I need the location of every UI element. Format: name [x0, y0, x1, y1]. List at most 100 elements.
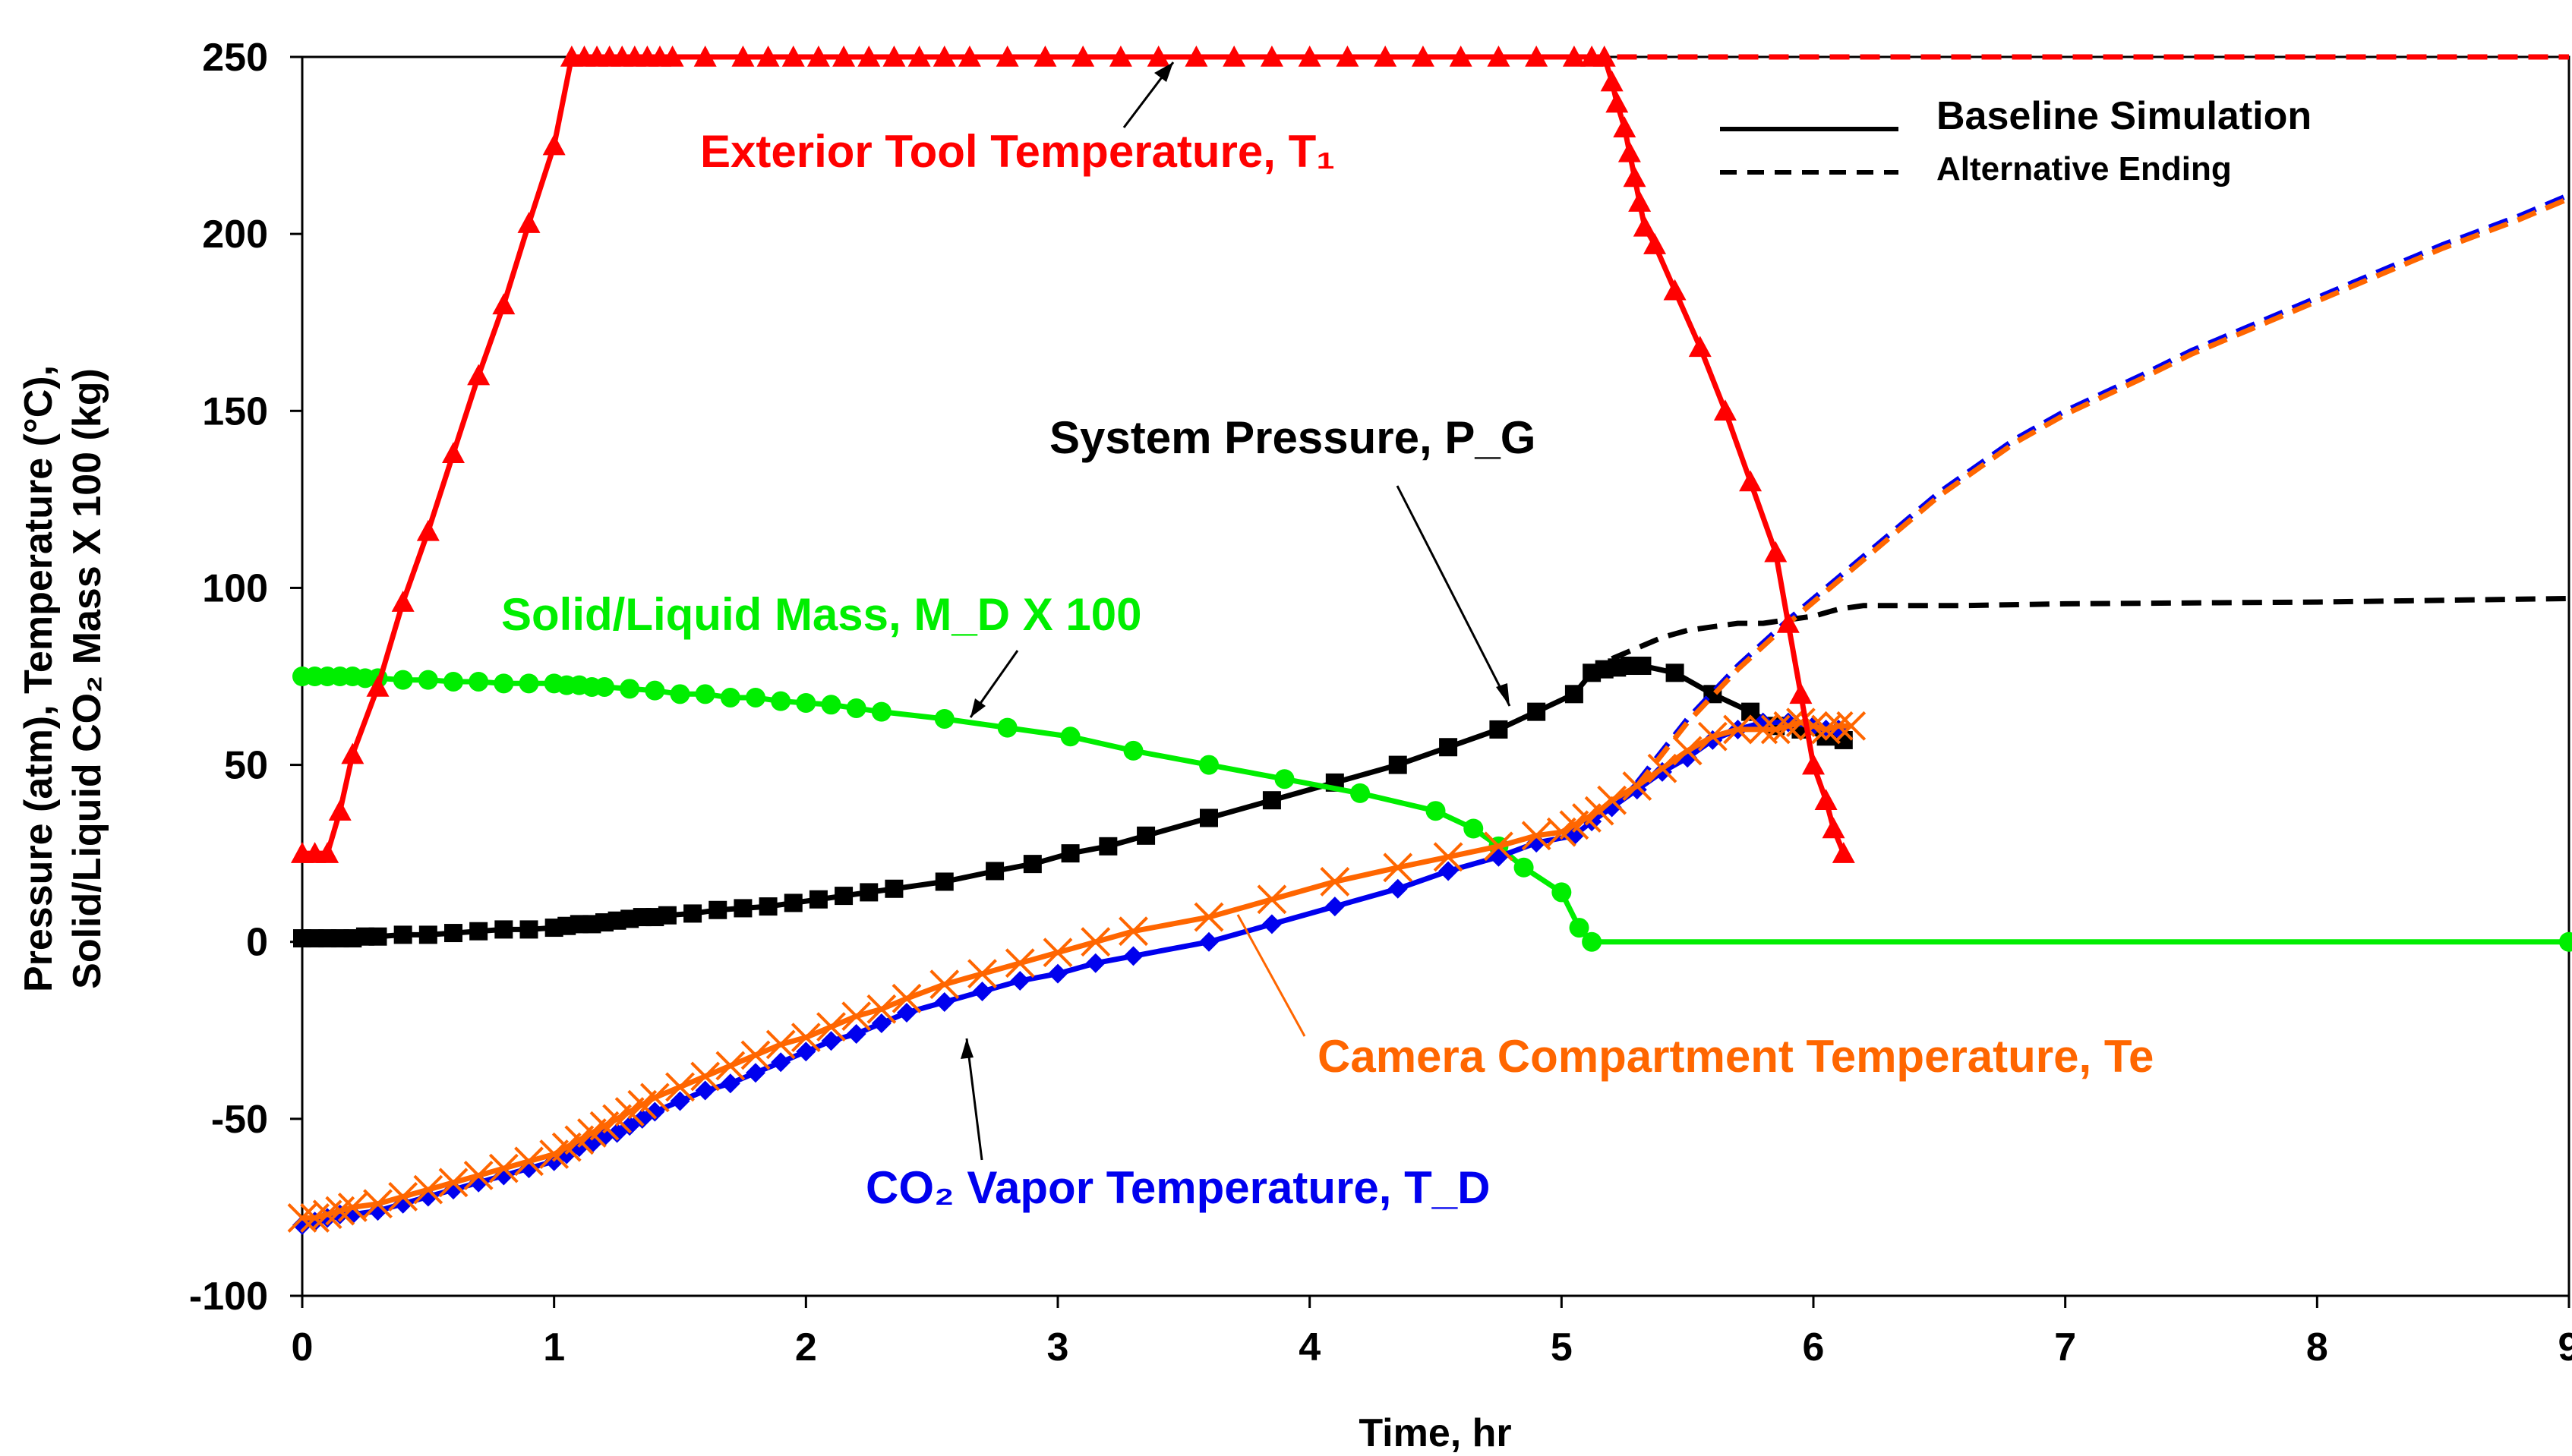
point-mass-8 [418, 670, 438, 690]
annotation-exterior: Exterior Tool Temperature, T₁ [615, 61, 1523, 194]
point-exterior-53 [1613, 116, 1636, 138]
point-camera-52 [1697, 721, 1728, 752]
point-camera-31 [929, 969, 960, 1000]
point-camera-26 [791, 1023, 821, 1053]
annotation-vapor-label: CO₂ Vapor Temperature, T_D [866, 1162, 1490, 1213]
point-vapor-39 [1324, 897, 1345, 917]
y-tick-label-3: 50 [224, 744, 268, 788]
point-camera-60 [1823, 711, 1854, 741]
legend-box [1693, 87, 2400, 209]
point-exterior-21 [661, 46, 684, 67]
point-vapor-37 [1199, 931, 1219, 952]
point-camera-24 [740, 1040, 771, 1070]
point-exterior-32 [958, 46, 981, 67]
point-mass-32 [1123, 740, 1144, 761]
point-mass-43 [2559, 931, 2572, 952]
annotation-mass: Solid/Liquid Mass, M_D X 100 [501, 589, 1142, 718]
point-camera-39 [1320, 867, 1350, 897]
point-exterior-64 [1776, 612, 1800, 633]
point-exterior-48 [1562, 46, 1586, 67]
point-camera-20 [639, 1083, 670, 1113]
point-mass-10 [469, 671, 489, 692]
point-vapor-28 [846, 1023, 866, 1044]
point-camera-23 [715, 1051, 746, 1081]
point-exterior-45 [1449, 46, 1472, 67]
legend: Baseline Simulation Alternative Ending [1693, 87, 2400, 209]
point-camera-51 [1672, 736, 1703, 766]
point-vapor-26 [796, 1042, 816, 1062]
point-mass-27 [846, 698, 866, 718]
point-mass-22 [720, 687, 740, 708]
point-exterior-36 [1109, 46, 1132, 67]
series-pressure-dashed [1611, 595, 2570, 661]
point-mass-11 [494, 673, 514, 694]
point-exterior-68 [1822, 817, 1845, 839]
point-vapor-34 [1048, 963, 1068, 984]
point-pressure-7 [393, 925, 412, 944]
point-pressure-44 [1527, 702, 1546, 721]
point-exterior-62 [1739, 470, 1763, 492]
point-exterior-33 [996, 46, 1019, 67]
annotation-vapor: CO₂ Vapor Temperature, T_D [850, 1038, 1542, 1230]
point-pressure-42 [1439, 738, 1458, 757]
point-camera-30 [892, 983, 922, 1013]
point-exterior-8 [442, 442, 465, 463]
point-vapor-32 [972, 981, 993, 1001]
point-pressure-38 [1200, 808, 1218, 827]
point-camera-54 [1748, 714, 1778, 745]
point-camera-42 [1484, 831, 1513, 862]
point-exterior-23 [731, 46, 755, 67]
point-exterior-51 [1600, 70, 1624, 92]
annotation-pressure-label: System Pressure, P_G [1049, 412, 1535, 463]
point-camera-37 [1194, 902, 1224, 932]
x-tick-label-4: 4 [1299, 1325, 1321, 1369]
point-mass-21 [695, 684, 715, 704]
point-camera-22 [690, 1061, 721, 1092]
x-tick-label-7: 7 [2054, 1325, 2076, 1369]
point-pressure-50 [1633, 657, 1652, 676]
point-pressure-11 [494, 920, 513, 939]
point-exterior-10 [492, 293, 516, 315]
point-vapor-25 [771, 1052, 791, 1073]
point-pressure-45 [1564, 685, 1583, 704]
point-exterior-31 [933, 46, 956, 67]
point-pressure-51 [1665, 663, 1684, 682]
point-camera-53 [1723, 714, 1753, 745]
point-camera-11 [514, 1146, 544, 1177]
point-exterior-25 [781, 46, 805, 67]
point-camera-25 [765, 1029, 796, 1060]
point-vapor-27 [821, 1031, 841, 1051]
point-exterior-39 [1223, 46, 1246, 67]
y-tick-label-4: 100 [202, 566, 268, 610]
point-mass-39 [1513, 857, 1534, 878]
point-vapor-30 [897, 1002, 917, 1023]
point-pressure-25 [734, 899, 753, 918]
point-exterior-28 [857, 46, 881, 67]
point-exterior-4 [341, 742, 364, 764]
point-camera-35 [1081, 927, 1111, 957]
point-pressure-9 [444, 924, 462, 943]
y-tick-label-2: 0 [246, 921, 268, 965]
point-exterior-12 [542, 134, 566, 156]
x-axis: 0 1 2 3 4 5 6 7 8 9 [292, 1296, 2572, 1369]
x-tick-label-6: 6 [1803, 1325, 1825, 1369]
series-line-pressure-dashed [1611, 595, 2570, 661]
point-exterior-58 [1643, 233, 1667, 254]
point-camera-27 [816, 1012, 846, 1042]
x-tick-label-1: 1 [543, 1325, 565, 1369]
point-pressure-36 [1099, 837, 1118, 856]
point-exterior-38 [1185, 46, 1208, 67]
point-mass-25 [796, 692, 816, 713]
point-vapor-29 [871, 1013, 892, 1033]
point-mass-19 [645, 680, 665, 701]
point-mass-7 [393, 670, 413, 690]
point-mass-36 [1425, 801, 1446, 821]
point-pressure-34 [1023, 855, 1042, 874]
point-exterior-55 [1623, 165, 1646, 188]
point-pressure-33 [986, 862, 1005, 881]
point-exterior-56 [1628, 191, 1652, 212]
point-camera-9 [463, 1161, 494, 1190]
point-exterior-69 [1832, 842, 1855, 863]
point-exterior-24 [756, 46, 780, 67]
